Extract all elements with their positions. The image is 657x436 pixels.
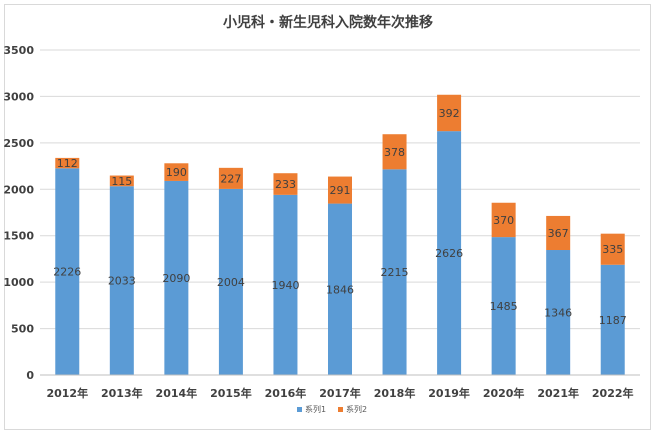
data-label: 190 [166, 166, 187, 179]
legend-swatch-1 [297, 407, 302, 412]
bar-segment-2 [273, 173, 298, 195]
x-tick-label: 2013年 [101, 386, 143, 400]
bar-segment-1 [109, 186, 134, 375]
data-labels: 2226 112 2033 115 2090 190 2004 227 1940 233 1846 2… [53, 107, 626, 327]
x-tick-label: 2022年 [592, 386, 634, 400]
bar-segment-2 [328, 176, 352, 204]
legend-label: 系列1 [305, 404, 326, 414]
bar-segment-2 [382, 134, 407, 170]
y-axis: 0 500 1000 1500 2000 2500 3000 3500 [3, 44, 34, 382]
data-label: 112 [57, 157, 78, 170]
x-tick-label: 2020年 [483, 386, 525, 400]
bar-segment-1 [546, 250, 571, 375]
bar-segment-1 [218, 188, 243, 375]
data-label: 2004 [217, 276, 245, 289]
data-label: 1846 [326, 283, 354, 296]
data-label: 1346 [544, 307, 572, 320]
legend-swatch-2 [338, 407, 343, 412]
x-tick-label: 2016年 [265, 386, 307, 400]
data-label: 233 [275, 178, 296, 191]
data-label: 1187 [599, 314, 627, 327]
bar-segment-1 [382, 169, 407, 375]
bar-segment-2 [55, 157, 80, 169]
data-label: 2090 [162, 272, 190, 285]
data-label: 370 [493, 214, 514, 227]
bar-segment-2 [600, 233, 625, 265]
chart-title: 小児科・新生児科入院数年次推移 [223, 14, 433, 31]
bar-segment-1 [164, 180, 189, 375]
data-label: 335 [602, 243, 623, 256]
data-label: 227 [220, 172, 241, 185]
y-tick-label: 1000 [3, 276, 34, 289]
y-tick-label: 3000 [3, 90, 34, 103]
bars [55, 94, 625, 375]
data-label: 1940 [271, 279, 299, 292]
y-tick-label: 1500 [3, 230, 34, 243]
data-label: 2033 [108, 275, 136, 288]
data-label: 378 [384, 146, 405, 159]
y-tick-label: 0 [26, 369, 34, 382]
bar-segment-1 [437, 131, 462, 375]
data-label: 2626 [435, 247, 463, 260]
bar-segment-1 [600, 264, 625, 375]
y-tick-label: 2000 [3, 183, 34, 196]
data-label: 1485 [490, 300, 518, 313]
x-tick-label: 2021年 [537, 386, 579, 400]
bar-segment-1 [273, 194, 298, 375]
data-label: 367 [548, 227, 569, 240]
legend: 系列1 系列2 [297, 404, 367, 414]
x-tick-label: 2019年 [428, 386, 470, 400]
bar-segment-2 [218, 167, 243, 189]
bar-segment-2 [437, 94, 462, 132]
y-tick-label: 500 [11, 323, 34, 336]
x-tick-label: 2018年 [374, 386, 416, 400]
legend-label: 系列2 [346, 404, 367, 414]
data-label: 2226 [53, 266, 81, 279]
x-tick-label: 2015年 [210, 386, 252, 400]
bar-segment-2 [491, 202, 516, 238]
x-tick-label: 2017年 [319, 386, 361, 400]
bar-segment-1 [55, 168, 80, 375]
bar-segment-2 [164, 163, 189, 181]
data-label: 2215 [381, 266, 409, 279]
x-axis: 2012年 2013年 2014年 2015年 2016年 2017年 2018年 2019年… [40, 374, 640, 400]
data-label: 392 [439, 107, 460, 120]
bar-segment-1 [328, 203, 352, 375]
bar-segment-2 [109, 175, 134, 187]
x-tick-label: 2014年 [156, 386, 198, 400]
y-tick-label: 2500 [3, 137, 34, 150]
data-label: 291 [330, 184, 351, 197]
data-label: 115 [111, 175, 132, 188]
bar-segment-2 [546, 215, 571, 251]
y-tick-label: 3500 [3, 44, 34, 57]
x-tick-label: 2012年 [46, 386, 88, 400]
bar-segment-1 [491, 237, 516, 375]
